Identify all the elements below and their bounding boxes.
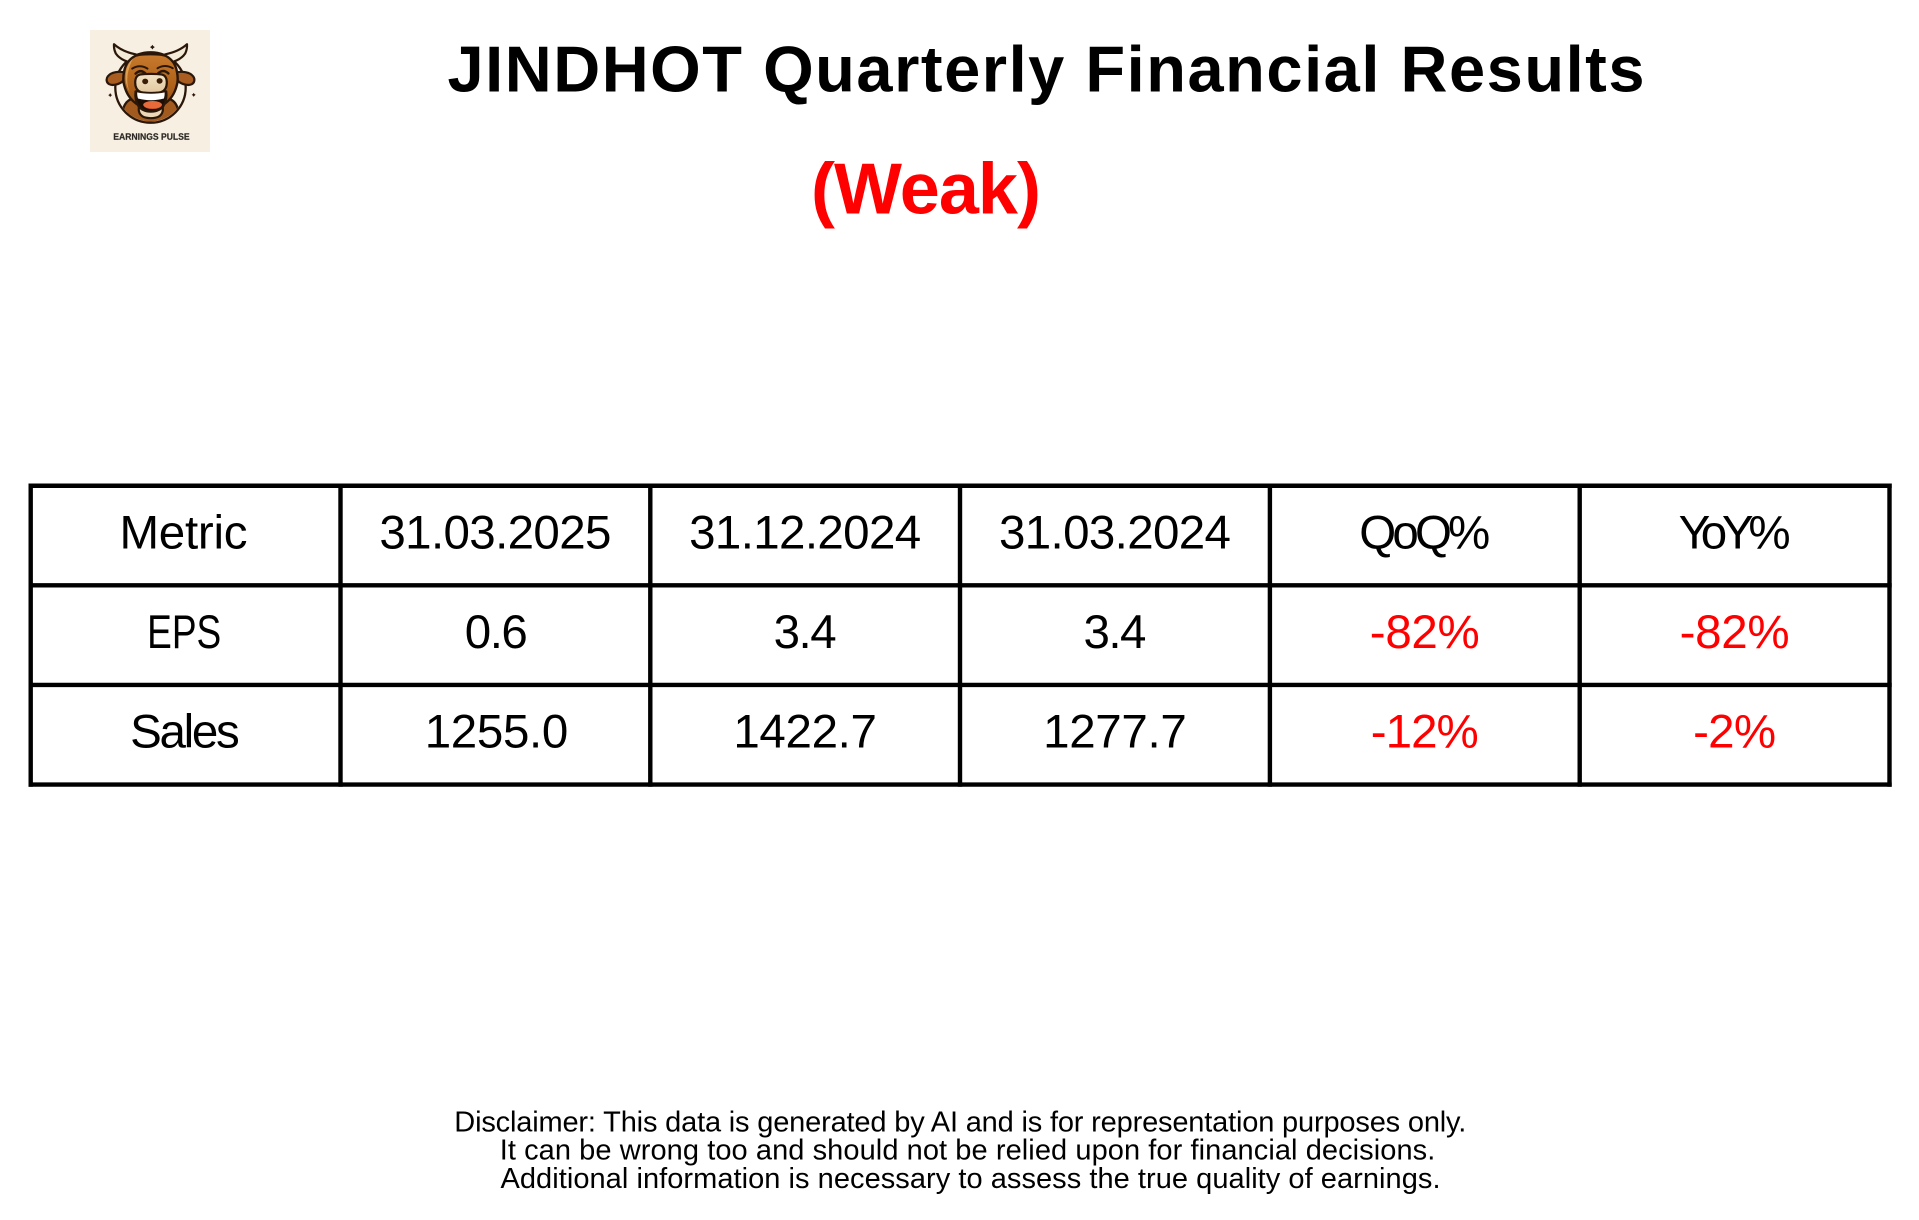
- svg-text:3.4: 3.4: [774, 606, 837, 659]
- svg-text:-82%: -82%: [1370, 606, 1480, 659]
- svg-text:3.4: 3.4: [1083, 606, 1146, 659]
- svg-text:JINDHOT Quarterly Financial Re: JINDHOT Quarterly Financial Results: [448, 33, 1645, 106]
- svg-text:31.03.2024: 31.03.2024: [999, 506, 1231, 559]
- svg-text:0.6: 0.6: [465, 606, 528, 659]
- svg-text:Additional information is nece: Additional information is necessary to a…: [501, 1163, 1441, 1195]
- svg-text:1255.0: 1255.0: [425, 706, 569, 759]
- svg-text:EPS: EPS: [147, 606, 221, 660]
- svg-text:-2%: -2%: [1693, 706, 1776, 759]
- svg-text:It can be wrong too and should: It can be wrong too and should not be re…: [500, 1135, 1436, 1167]
- svg-text:1277.7: 1277.7: [1043, 706, 1187, 759]
- svg-text:Metric: Metric: [120, 506, 248, 559]
- svg-text:31.12.2024: 31.12.2024: [689, 506, 921, 559]
- svg-text:(Weak): (Weak): [811, 149, 1041, 229]
- svg-text:1422.7: 1422.7: [733, 706, 877, 759]
- svg-text:Sales: Sales: [130, 706, 240, 759]
- svg-text:Disclaimer: This data is gener: Disclaimer: This data is generated by AI…: [454, 1106, 1466, 1138]
- svg-text:YoY%: YoY%: [1679, 506, 1791, 559]
- svg-text:QoQ%: QoQ%: [1359, 506, 1490, 559]
- svg-text:-12%: -12%: [1371, 706, 1479, 759]
- svg-text:31.03.2025: 31.03.2025: [379, 506, 611, 559]
- svg-text:-82%: -82%: [1680, 606, 1790, 659]
